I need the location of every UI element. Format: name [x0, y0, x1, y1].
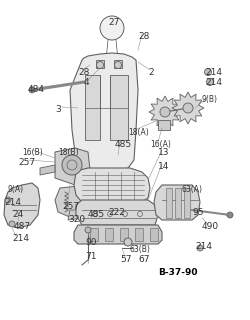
Text: 63(A): 63(A): [182, 185, 203, 194]
Text: 24: 24: [12, 210, 23, 219]
Text: 9(A): 9(A): [8, 185, 24, 194]
Circle shape: [114, 61, 121, 68]
Text: 222: 222: [108, 208, 125, 217]
Polygon shape: [55, 148, 90, 185]
Circle shape: [160, 107, 170, 117]
Text: 9(B): 9(B): [202, 95, 218, 104]
Text: 257: 257: [18, 158, 35, 167]
Polygon shape: [135, 228, 143, 241]
Text: 28: 28: [78, 68, 90, 77]
Polygon shape: [4, 183, 40, 228]
Polygon shape: [90, 228, 98, 241]
Circle shape: [204, 68, 212, 76]
Text: 490: 490: [202, 222, 219, 231]
Text: 18(B): 18(B): [58, 148, 78, 157]
Polygon shape: [40, 165, 55, 175]
Polygon shape: [85, 75, 100, 140]
Text: 214: 214: [205, 78, 222, 87]
Polygon shape: [74, 168, 150, 202]
Polygon shape: [110, 75, 128, 140]
Text: 67: 67: [138, 255, 149, 264]
Polygon shape: [76, 200, 158, 225]
Text: 27: 27: [108, 18, 120, 27]
Polygon shape: [158, 120, 170, 130]
Circle shape: [62, 155, 82, 175]
Text: 214: 214: [12, 234, 29, 243]
Text: 71: 71: [85, 252, 96, 261]
Polygon shape: [96, 60, 104, 68]
Text: 320: 320: [68, 215, 85, 224]
Polygon shape: [114, 60, 122, 68]
Text: 95: 95: [192, 208, 203, 217]
Polygon shape: [120, 228, 128, 241]
Polygon shape: [68, 210, 82, 220]
Circle shape: [183, 103, 193, 113]
Circle shape: [5, 197, 11, 203]
Text: 4: 4: [84, 78, 89, 87]
Polygon shape: [166, 188, 172, 218]
Circle shape: [197, 245, 203, 251]
Text: 214: 214: [195, 242, 212, 251]
Polygon shape: [55, 185, 92, 218]
Text: 57: 57: [120, 255, 132, 264]
Polygon shape: [154, 185, 200, 220]
Polygon shape: [74, 225, 162, 244]
Text: 214: 214: [205, 68, 222, 77]
Text: 16(A): 16(A): [150, 140, 171, 149]
Text: 28: 28: [138, 32, 149, 41]
Text: 214: 214: [4, 198, 21, 207]
Text: 485: 485: [88, 210, 105, 219]
Circle shape: [9, 221, 15, 227]
Text: 13: 13: [158, 148, 170, 157]
Polygon shape: [149, 96, 181, 128]
Circle shape: [85, 227, 91, 233]
Text: 484: 484: [28, 85, 45, 94]
Circle shape: [96, 61, 103, 68]
Text: 485: 485: [115, 140, 132, 149]
Text: 16(B): 16(B): [22, 148, 43, 157]
Text: 257: 257: [62, 202, 79, 211]
Circle shape: [206, 78, 214, 85]
Circle shape: [124, 238, 132, 246]
Text: B-37-90: B-37-90: [158, 268, 198, 277]
Text: 3: 3: [55, 105, 61, 114]
Text: 2: 2: [148, 68, 154, 77]
Text: 18(A): 18(A): [128, 128, 149, 137]
Text: 487: 487: [14, 222, 31, 231]
Circle shape: [29, 87, 35, 93]
Polygon shape: [150, 228, 158, 241]
Polygon shape: [172, 92, 204, 124]
Polygon shape: [175, 188, 181, 218]
Polygon shape: [105, 228, 113, 241]
Text: 90: 90: [85, 238, 96, 247]
Circle shape: [227, 212, 233, 218]
Circle shape: [100, 16, 124, 40]
Text: 14: 14: [158, 162, 170, 171]
Polygon shape: [70, 53, 138, 172]
Text: 63(B): 63(B): [130, 245, 151, 254]
Polygon shape: [184, 188, 190, 218]
